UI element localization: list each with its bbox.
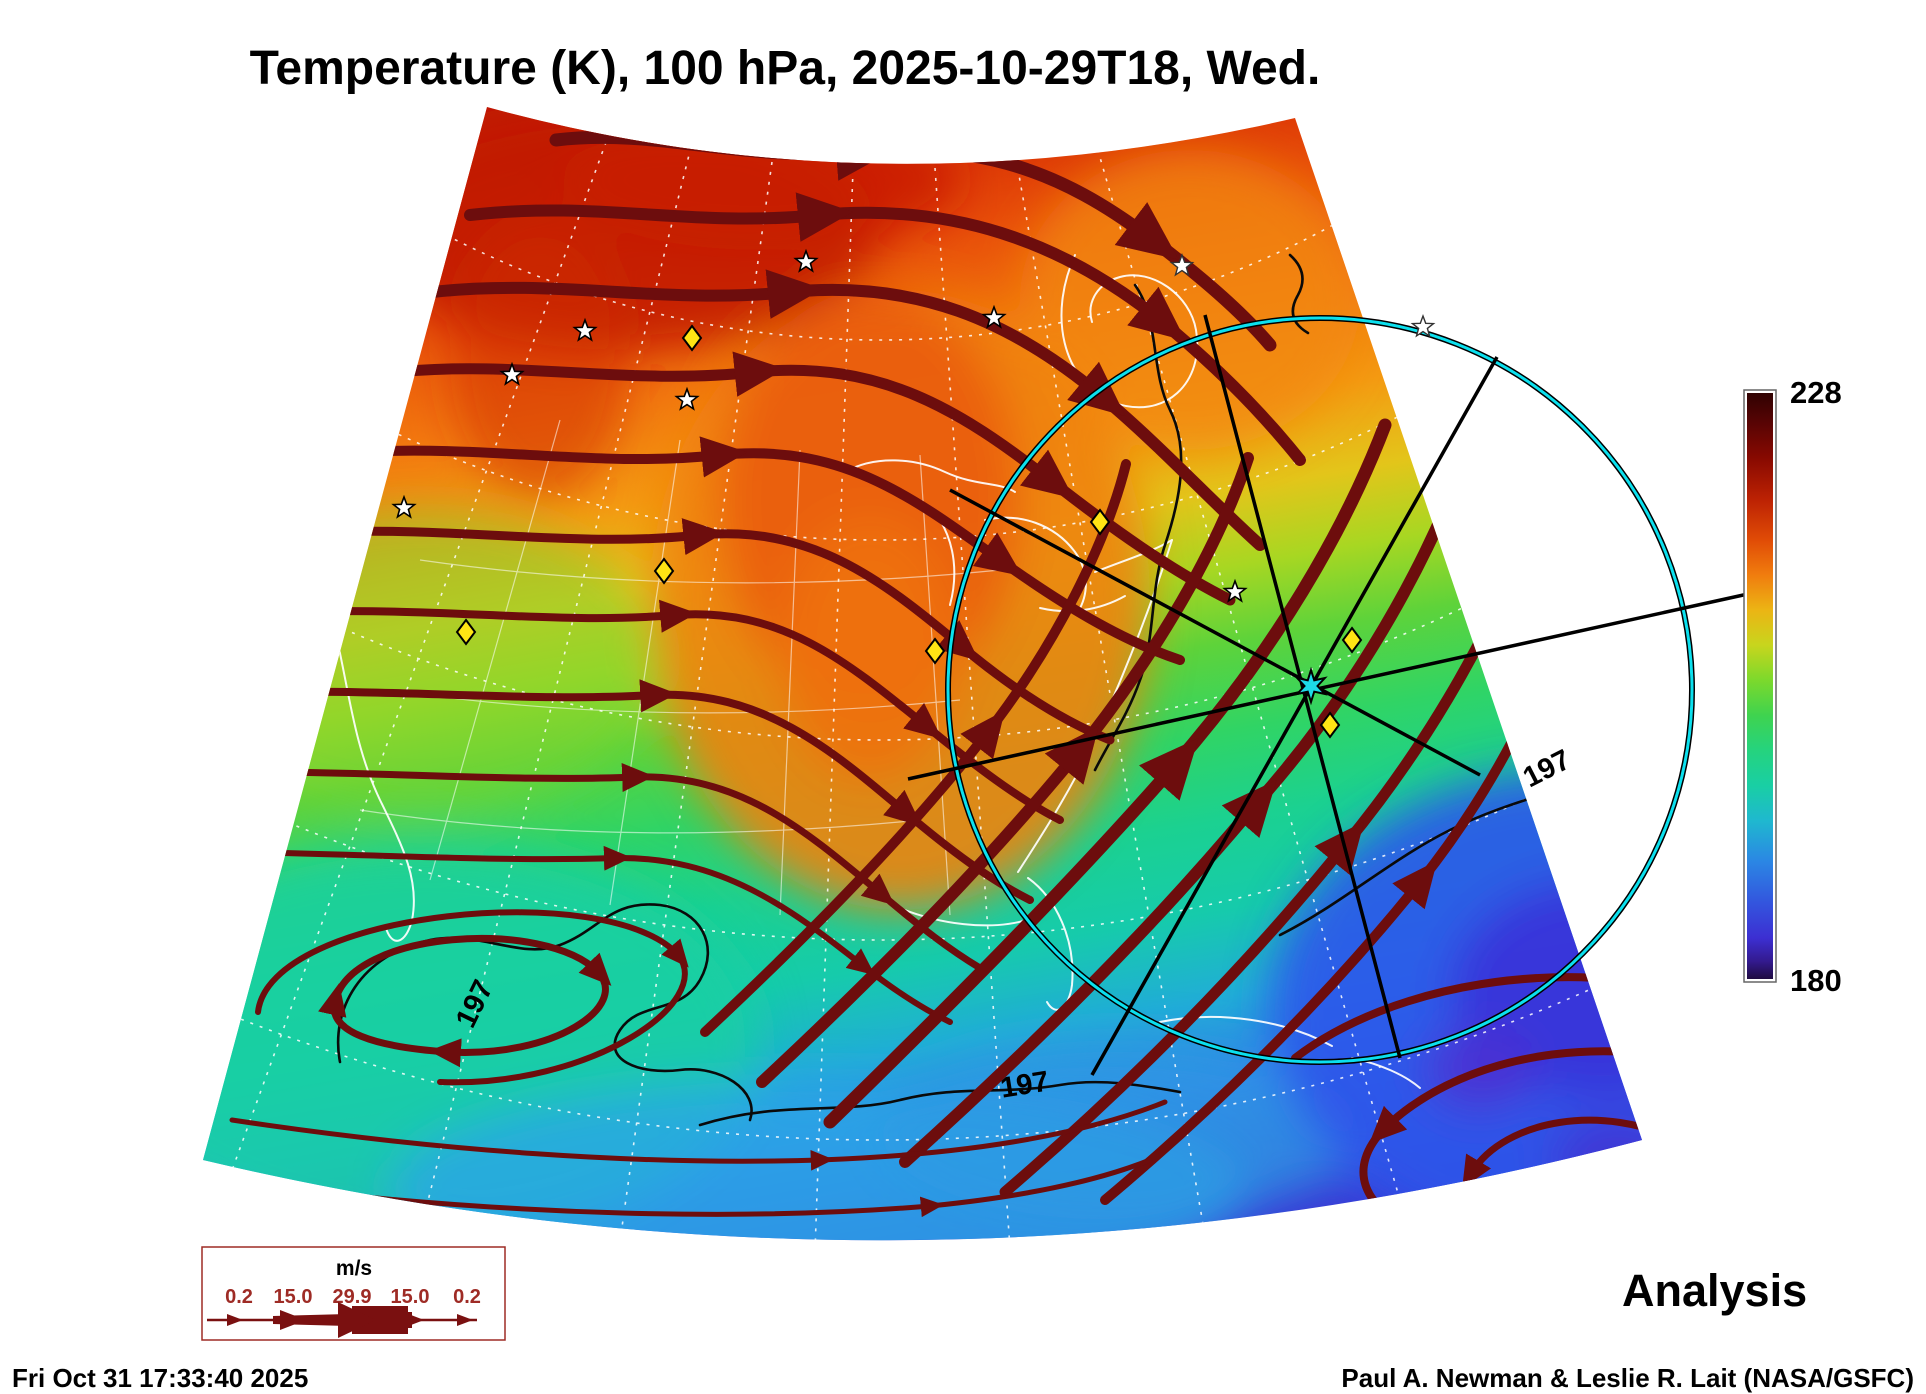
streamline-path [426,269,1266,551]
colorbar: 228 180 [1743,375,1842,998]
streamline-path [1517,1174,1642,1203]
colorbar-gradient [1747,393,1773,979]
streamline-path [756,452,1254,1088]
streamline-path [700,459,1131,1037]
streamline-path [251,762,984,972]
streamline-path [232,845,953,1025]
streamline-path [823,418,1392,1129]
wind-legend-arrow-glyph [207,1302,477,1338]
wind-legend-tick: 15.0 [274,1286,313,1308]
streamline-path [229,1099,1168,1171]
contour-label-197-right: 197 [1518,744,1576,794]
streamline-path [392,351,1236,606]
timestamp: Fri Oct 31 17:33:40 2025 [12,1363,308,1393]
wind-streamlines [229,127,1642,1240]
streamline-path [255,909,689,1086]
plot-title: Temperature (K), 100 hPa, 2025-10-29T18,… [250,42,1321,95]
streamline-path [274,679,1034,904]
wind-legend-tick: 15.0 [391,1286,430,1308]
streamline-path [357,436,1185,665]
cross-section-line [1203,314,1402,1059]
streamline-path [899,479,1461,1168]
streamline-path [1291,973,1642,1062]
wind-speed-legend: m/s 0.2 15.0 29.9 15.0 0.2 [201,1246,506,1341]
wind-legend-units: m/s [336,1257,372,1280]
credit: Paul A. Newman & Leslie R. Lait (NASA/GS… [1341,1363,1914,1393]
cross-section-line [907,590,1758,781]
cross-section-line [1090,356,1499,1076]
streamline-path [330,934,605,1052]
wind-legend-tick: 0.2 [453,1286,481,1308]
contour-label-197-bottom: 197 [998,1066,1051,1105]
analysis-label: Analysis [1622,1265,1807,1316]
wind-legend-tick: 0.2 [225,1286,253,1308]
streamline-path [297,1157,1153,1218]
observation-circle [945,315,1695,1065]
colorbar-min-label: 180 [1790,963,1842,998]
cross-section-lines [907,314,1758,1076]
wind-legend-tick: 29.9 [333,1286,372,1308]
cross-section-line [949,488,1481,777]
colorbar-max-label: 228 [1790,375,1842,410]
map-wedge [203,107,1642,1241]
